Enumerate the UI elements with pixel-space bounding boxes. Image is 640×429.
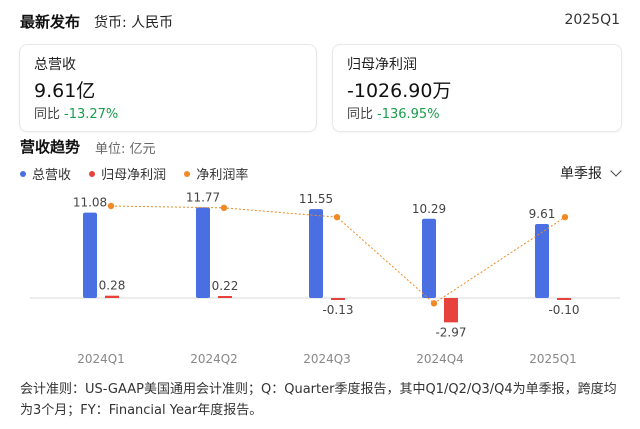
x-tick-label: 2024Q4: [416, 352, 464, 366]
revenue-data-label: 11.77: [186, 190, 220, 204]
header: 最新发布 货币: 人民币 2025Q1: [20, 11, 620, 31]
x-tick-label: 2024Q3: [303, 352, 351, 366]
legend-item-net-profit[interactable]: 归母净利润: [89, 164, 166, 183]
revenue-trend-chart: 11.08 11.77 11.55 10.29 9.61 0.28 0.22 -0.13 -2.…: [30, 190, 620, 366]
net-profit-card-value: -1026.90万: [347, 80, 452, 102]
net-profit-yoy: 同比 -136.95%: [347, 103, 440, 122]
revenue-data-label: 11.08: [73, 196, 107, 210]
net-profit-data-label: 0.28: [99, 279, 126, 293]
net-profit-bar: [557, 298, 571, 300]
net-profit-bar: [444, 298, 458, 323]
x-tick-label: 2025Q1: [529, 352, 577, 366]
revenue-yoy: 同比 -13.27%: [34, 103, 118, 122]
period-dropdown[interactable]: 单季报: [560, 163, 622, 183]
legend-dot-icon: [184, 170, 191, 177]
period-dropdown-label: 单季报: [560, 166, 602, 182]
legend-label: 净利润率: [196, 168, 249, 183]
legend-label: 归母净利润: [101, 168, 167, 183]
revenue-bar: [422, 218, 436, 298]
chart-legend: 总营收 归母净利润 净利润率: [20, 164, 262, 183]
revenue-data-label: 11.55: [299, 192, 333, 206]
section-title: 营收趋势: [20, 138, 81, 156]
net-profit-data-label: -0.10: [548, 303, 579, 317]
revenue-data-label: 10.29: [412, 202, 446, 216]
revenue-bar: [535, 224, 549, 298]
net-profit-bar: [331, 298, 345, 300]
net-profit-yoy-label: 同比: [347, 107, 374, 122]
x-tick-label: 2024Q1: [77, 352, 125, 366]
revenue-bar: [309, 209, 323, 298]
net-margin-point: [220, 204, 228, 212]
revenue-card-label: 总营收: [34, 57, 76, 73]
net-profit-data-label: -2.97: [435, 325, 466, 339]
report-period: 2025Q1: [564, 12, 620, 28]
net-profit-yoy-value: -136.95%: [377, 107, 440, 122]
revenue-card[interactable]: 总营收 9.61亿 同比 -13.27%: [19, 44, 317, 132]
net-margin-point: [333, 213, 341, 221]
revenue-data-label: 9.61: [529, 207, 556, 221]
revenue-bar: [196, 207, 210, 298]
net-margin-point: [561, 213, 569, 221]
net-margin-point: [107, 202, 115, 210]
section-unit: 单位: 亿元: [95, 142, 156, 157]
revenue-bar: [83, 212, 97, 298]
net-profit-bar: [105, 295, 119, 298]
net-profit-data-label: 0.22: [212, 279, 239, 293]
net-profit-card[interactable]: 归母净利润 -1026.90万 同比 -136.95%: [332, 44, 622, 132]
chevron-down-icon: [610, 165, 622, 177]
net-margin-line: [110, 205, 566, 304]
net-margin-point: [430, 300, 438, 307]
footnote: 会计准则：US-GAAP美国通用会计准则；Q：Quarter季度报告，其中Q1/…: [20, 382, 617, 418]
legend-item-margin[interactable]: 净利润率: [184, 164, 248, 183]
revenue-yoy-value: -13.27%: [64, 107, 119, 122]
legend-label: 总营收: [32, 168, 72, 183]
legend-item-revenue[interactable]: 总营收: [20, 164, 71, 183]
header-title: 最新发布: [20, 13, 81, 31]
currency-label: 货币: 人民币: [94, 15, 174, 31]
x-tick-label: 2024Q2: [190, 352, 238, 366]
revenue-yoy-label: 同比: [34, 107, 61, 122]
legend-dot-icon: [20, 170, 26, 177]
net-profit-bar: [218, 296, 232, 298]
revenue-card-value: 9.61亿: [34, 80, 96, 102]
net-profit-card-label: 归母净利润: [347, 57, 417, 73]
net-profit-data-label: -0.13: [322, 303, 353, 317]
legend-dot-icon: [89, 170, 96, 177]
